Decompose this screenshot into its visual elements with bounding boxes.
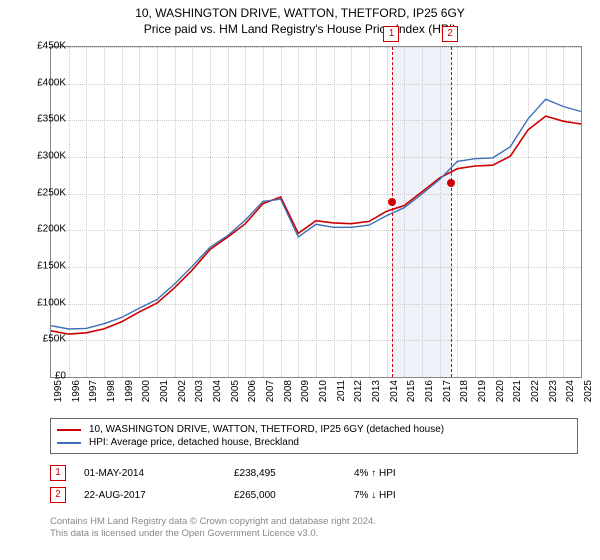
x-tick-label: 2018 [459, 380, 470, 402]
y-tick-label: £300K [22, 151, 66, 162]
x-tick-label: 1995 [53, 380, 64, 402]
y-tick-label: £400K [22, 77, 66, 88]
line-series [51, 47, 581, 377]
x-tick-label: 2015 [406, 380, 417, 402]
x-tick-label: 2024 [565, 380, 576, 402]
x-tick-label: 2000 [141, 380, 152, 402]
y-tick-label: £50K [22, 334, 66, 345]
chart-subtitle: Price paid vs. HM Land Registry's House … [0, 22, 600, 40]
y-tick-label: £250K [22, 187, 66, 198]
x-tick-label: 2007 [265, 380, 276, 402]
x-tick-label: 2014 [389, 380, 400, 402]
legend-label: 10, WASHINGTON DRIVE, WATTON, THETFORD, … [89, 424, 444, 435]
x-tick-label: 1999 [124, 380, 135, 402]
plot-area [50, 46, 582, 378]
y-tick-label: £350K [22, 114, 66, 125]
footer-line1: Contains HM Land Registry data © Crown c… [50, 516, 376, 528]
marker-dot-2 [447, 179, 455, 187]
x-tick-label: 2004 [212, 380, 223, 402]
x-tick-label: 2006 [247, 380, 258, 402]
legend: 10, WASHINGTON DRIVE, WATTON, THETFORD, … [50, 418, 578, 454]
legend-item: HPI: Average price, detached house, Brec… [57, 436, 571, 449]
x-tick-label: 2010 [318, 380, 329, 402]
sales-date: 01-MAY-2014 [84, 468, 234, 479]
x-tick-label: 2003 [194, 380, 205, 402]
y-tick-label: £450K [22, 41, 66, 52]
marker-box-1: 1 [383, 26, 399, 42]
sales-marker: 1 [50, 465, 66, 481]
x-tick-label: 2017 [442, 380, 453, 402]
chart-title: 10, WASHINGTON DRIVE, WATTON, THETFORD, … [0, 0, 600, 22]
legend-swatch [57, 429, 81, 431]
series-hpi [51, 99, 581, 329]
legend-swatch [57, 442, 81, 444]
x-tick-label: 1997 [88, 380, 99, 402]
marker-line-1 [392, 47, 393, 377]
x-tick-label: 2019 [477, 380, 488, 402]
x-tick-label: 2016 [424, 380, 435, 402]
footer-attribution: Contains HM Land Registry data © Crown c… [50, 516, 376, 541]
y-tick-label: £200K [22, 224, 66, 235]
x-tick-label: 2012 [353, 380, 364, 402]
x-tick-label: 2021 [512, 380, 523, 402]
x-tick-label: 2011 [336, 380, 347, 402]
sales-marker: 2 [50, 487, 66, 503]
x-tick-label: 2008 [283, 380, 294, 402]
sales-row: 1 01-MAY-2014£238,4954% ↑ HPI [50, 462, 580, 484]
x-tick-label: 2020 [495, 380, 506, 402]
x-tick-label: 2002 [177, 380, 188, 402]
footer-line2: This data is licensed under the Open Gov… [50, 528, 376, 540]
x-tick-label: 2001 [159, 380, 170, 402]
x-tick-label: 2013 [371, 380, 382, 402]
x-tick-label: 1998 [106, 380, 117, 402]
y-tick-label: £100K [22, 297, 66, 308]
marker-line-2 [451, 47, 452, 377]
x-tick-label: 2025 [583, 380, 594, 402]
x-tick-label: 2009 [300, 380, 311, 402]
chart-container: 10, WASHINGTON DRIVE, WATTON, THETFORD, … [0, 0, 600, 560]
x-tick-label: 2022 [530, 380, 541, 402]
legend-label: HPI: Average price, detached house, Brec… [89, 437, 299, 448]
x-tick-label: 1996 [71, 380, 82, 402]
sales-row: 2 22-AUG-2017£265,0007% ↓ HPI [50, 484, 580, 506]
marker-dot-1 [388, 198, 396, 206]
sales-pct: 4% ↑ HPI [354, 468, 396, 479]
x-tick-label: 2005 [230, 380, 241, 402]
sales-price: £265,000 [234, 490, 354, 501]
x-tick-label: 2023 [548, 380, 559, 402]
sales-date: 22-AUG-2017 [84, 490, 234, 501]
legend-item: 10, WASHINGTON DRIVE, WATTON, THETFORD, … [57, 423, 571, 436]
sales-price: £238,495 [234, 468, 354, 479]
marker-box-2: 2 [442, 26, 458, 42]
y-tick-label: £150K [22, 261, 66, 272]
sales-pct: 7% ↓ HPI [354, 490, 396, 501]
sales-table: 1 01-MAY-2014£238,4954% ↑ HPI 2 22-AUG-2017… [50, 462, 580, 506]
